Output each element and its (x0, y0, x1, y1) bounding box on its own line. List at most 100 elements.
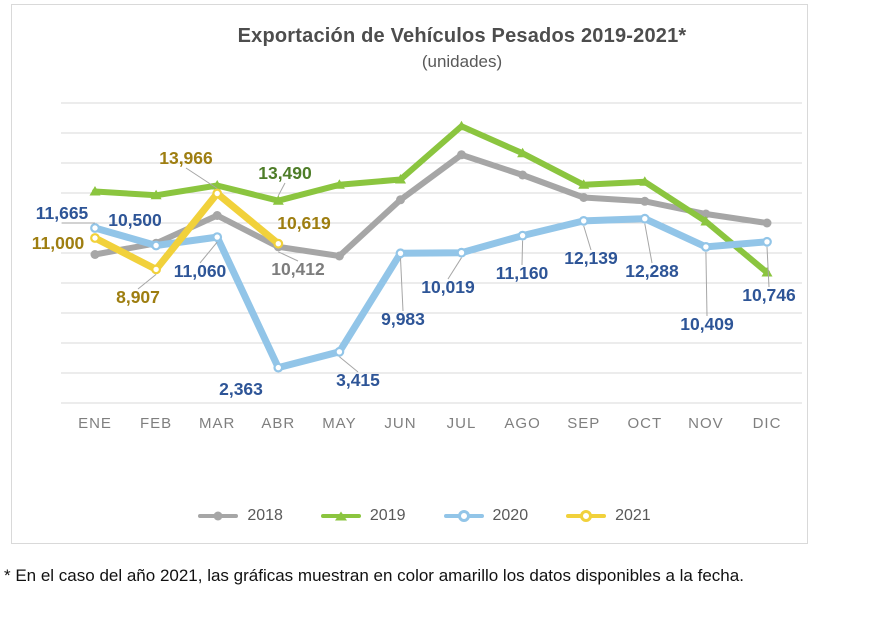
label-leader-line (339, 356, 359, 373)
data-label-2019-3: 13,490 (258, 163, 312, 183)
label-leader-line (644, 223, 653, 264)
label-leader-line (137, 274, 157, 290)
x-axis-label-AGO: AGO (504, 415, 540, 432)
x-axis-label-JUN: JUN (384, 415, 416, 432)
series-2018-marker (701, 209, 711, 219)
legend-swatch-2019 (320, 510, 361, 522)
chart-subtitle: (unidades) (421, 52, 503, 71)
legend-item-2018: 2018 (198, 507, 283, 525)
series-2020-marker (578, 215, 589, 226)
series-2020-marker (334, 346, 345, 357)
data-label-2020-1: 10,500 (108, 210, 162, 230)
x-axis-label-JUL: JUL (447, 415, 477, 432)
label-leader-line (521, 240, 524, 266)
series-2018-marker (579, 193, 589, 202)
x-axis-label-NOV: NOV (688, 415, 724, 432)
series-2019-marker (150, 189, 162, 200)
line-chart: 11,665 11,000 10,500 8,907 13,966 11,060 13,49… (32, 102, 802, 432)
data-label-2020-11: 10,746 (742, 285, 796, 305)
data-label-2021-0: 11,000 (32, 233, 85, 253)
legend-swatch-2020 (443, 510, 484, 522)
legend-label-2021: 2021 (615, 507, 651, 524)
x-axis-label-FEB: FEB (140, 415, 172, 432)
label-leader-line (277, 182, 286, 196)
series-2018-line (92, 151, 770, 259)
label-leader-line (583, 225, 592, 251)
series-2021-marker (212, 188, 223, 199)
label-leader-line (278, 251, 299, 262)
x-axis-label-MAY: MAY (322, 415, 356, 432)
legend-label-2020: 2020 (492, 507, 529, 524)
data-label-2020-6: 10,019 (421, 277, 475, 297)
series-2021-marker (273, 238, 284, 249)
series-2019-marker (639, 176, 651, 186)
data-label-2020-8: 12,139 (564, 248, 618, 268)
series-2019-marker (89, 186, 101, 196)
label-leader-line (766, 246, 770, 288)
legend-item-2021: 2021 (566, 507, 651, 525)
x-axis-label-DIC: DIC (753, 415, 782, 432)
label-leader-line (199, 241, 218, 264)
data-label-2020-5: 9,983 (381, 309, 425, 329)
chart-panel: Exportación de Vehículos Pesados 2019-20… (11, 4, 808, 544)
x-axis-label-ENE: ENE (78, 415, 112, 432)
x-axis-label-OCT: OCT (627, 415, 662, 432)
data-label-2020-10: 10,409 (680, 314, 734, 334)
series-2019-marker (761, 267, 773, 277)
label-leader-line (185, 167, 218, 189)
label-leader-line (447, 257, 462, 280)
series-2018-marker (640, 196, 650, 206)
series-2020-marker (273, 362, 284, 373)
data-label-2020-4: 3,415 (336, 370, 380, 390)
label-leader-line (400, 258, 404, 312)
legend-label-2018: 2018 (247, 507, 283, 524)
footnote: * En el caso del año 2021, las gráficas … (4, 566, 744, 585)
series-2018-marker (762, 218, 772, 228)
series-2018-marker (90, 250, 100, 259)
x-axis-label-MAR: MAR (199, 415, 235, 432)
chart-legend: 2018 2019 2020 2021 (42, 507, 807, 525)
series-2021-marker (151, 264, 162, 275)
series-2019-marker (333, 179, 345, 189)
series-2020-marker (517, 230, 528, 241)
series-2020-marker (701, 241, 711, 252)
series-2020-marker (639, 213, 650, 224)
series-2019-marker (578, 179, 590, 189)
series-2020-marker (212, 232, 223, 243)
label-leader-line (705, 251, 708, 317)
series-2019-marker (700, 216, 712, 226)
series-2019-marker (517, 147, 529, 158)
data-label-2020-3: 2,363 (219, 379, 263, 399)
legend-swatch-2021 (566, 510, 607, 522)
series-2020-line (91, 215, 771, 372)
data-label-2020-0: 11,665 (36, 203, 89, 223)
data-label-2020-9: 12,288 (625, 261, 679, 281)
series-2021-marker (90, 233, 100, 243)
series-2018-marker (518, 170, 528, 180)
open-circle-marker-icon (580, 510, 593, 522)
legend-item-2019: 2019 (320, 507, 406, 525)
series-2018-marker (457, 150, 466, 160)
series-2020-marker (90, 223, 100, 233)
data-label-2020-2: 11,060 (174, 261, 227, 281)
series-2020-marker (762, 236, 772, 247)
series-2019-marker (456, 120, 467, 131)
x-axis-label-ABR: ABR (261, 415, 295, 432)
series-2020-marker (456, 247, 467, 258)
legend-label-2019: 2019 (369, 507, 406, 524)
series-2019-line (92, 123, 770, 276)
legend-item-2020: 2020 (443, 507, 529, 525)
data-label-2021-3: 10,619 (277, 213, 331, 233)
triangle-marker-icon (334, 511, 347, 521)
data-label-2018-3: 10,412 (271, 259, 325, 279)
series-2018-marker (212, 211, 222, 220)
series-2019-marker (395, 174, 406, 184)
data-label-2021-2: 13,966 (159, 148, 213, 168)
series-2019-marker (272, 195, 284, 205)
data-label-2020-7: 11,160 (496, 263, 549, 283)
x-axis-label-SEP: SEP (567, 415, 600, 432)
series-2021-line (91, 190, 282, 273)
series-2018-marker (334, 251, 344, 261)
legend-swatch-2018 (198, 510, 239, 522)
